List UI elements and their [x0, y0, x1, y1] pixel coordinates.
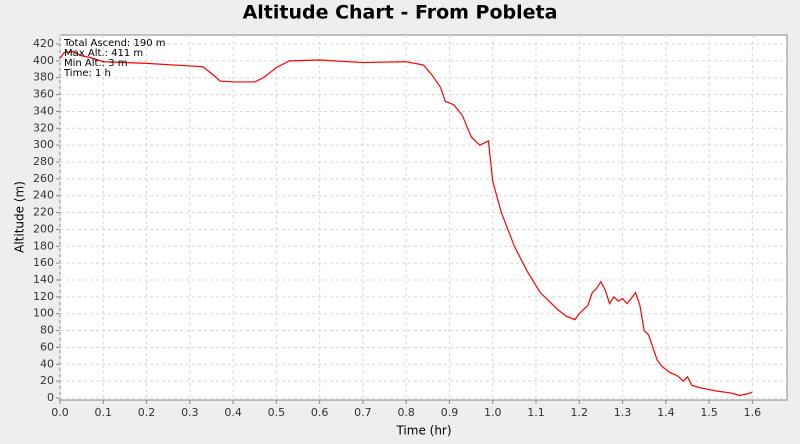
y-tick-label: 340: [33, 104, 54, 117]
x-tick-label: 0.9: [441, 406, 459, 419]
y-tick-label: 420: [33, 37, 54, 50]
annotation: Min Alt.: 3 m: [64, 58, 127, 69]
annotation: Max Alt.: 411 m: [64, 48, 143, 59]
x-tick-label: 0.3: [181, 406, 199, 419]
y-tick-label: 160: [33, 256, 54, 269]
x-tick-label: 1.3: [614, 406, 632, 419]
y-tick-label: 40: [40, 357, 54, 370]
y-tick-label: 280: [33, 155, 54, 168]
x-tick-label: 0.6: [311, 406, 329, 419]
y-tick-label: 0: [47, 391, 54, 404]
x-tick-label: 1.4: [657, 406, 675, 419]
y-tick-label: 320: [33, 121, 54, 134]
x-tick-label: 1.6: [744, 406, 762, 419]
x-axis-label: Time (hr): [395, 424, 451, 438]
y-tick-label: 380: [33, 71, 54, 84]
y-tick-label: 260: [33, 172, 54, 185]
x-tick-label: 0.5: [268, 406, 286, 419]
x-tick-label: 0.0: [51, 406, 69, 419]
x-tick-label: 0.4: [224, 406, 242, 419]
y-tick-label: 300: [33, 138, 54, 151]
y-tick-label: 20: [40, 374, 54, 387]
y-tick-label: 100: [33, 307, 54, 320]
y-tick-label: 80: [40, 324, 54, 337]
x-tick-label: 1.1: [527, 406, 545, 419]
y-tick-label: 120: [33, 290, 54, 303]
y-tick-label: 180: [33, 239, 54, 252]
line-series: [59, 50, 753, 397]
y-tick-label: 200: [33, 222, 54, 235]
x-tick-label: 1.2: [571, 406, 589, 419]
y-tick-label: 360: [33, 88, 54, 101]
y-tick-label: 60: [40, 340, 54, 353]
x-tick-label: 0.7: [354, 406, 372, 419]
x-tick-label: 1.5: [700, 406, 718, 419]
plot-area: [59, 34, 788, 401]
y-tick-label: 400: [33, 54, 54, 67]
x-tick-label: 0.1: [95, 406, 113, 419]
annotation: Time: 1 h: [63, 68, 111, 79]
y-tick-label: 240: [33, 189, 54, 202]
x-tick-label: 1.0: [484, 406, 502, 419]
x-tick-label: 0.8: [397, 406, 415, 419]
x-tick-label: 0.2: [138, 406, 156, 419]
annotation: Total Ascend: 190 m: [63, 38, 165, 49]
y-tick-label: 140: [33, 273, 54, 286]
chart-title: Altitude Chart - From Pobleta: [243, 2, 558, 24]
y-axis-label: Altitude (m): [13, 181, 27, 253]
y-tick-label: 220: [33, 206, 54, 219]
